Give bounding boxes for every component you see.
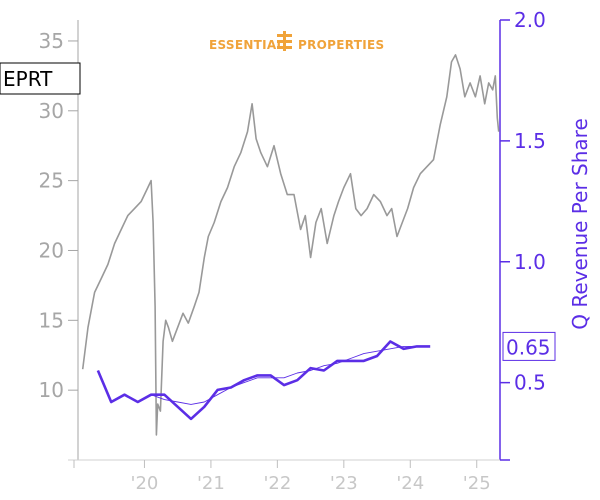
series-layer (81, 54, 500, 436)
right-tick-label: 1.5 (514, 129, 546, 153)
left-tick-label: 30 (39, 99, 64, 123)
price-line (81, 54, 500, 436)
right-axis-title: Q Revenue Per Share (568, 118, 592, 330)
revenue-line (96, 340, 431, 421)
left-tick-label: 15 (39, 308, 64, 332)
x-tick-label: '21 (197, 473, 225, 494)
x-tick-label: '24 (396, 473, 424, 494)
x-tick-label: '20 (131, 473, 159, 494)
x-tick-label: '22 (263, 473, 291, 494)
right-axis: 0.5 1.0 1.5 2.0 (499, 8, 546, 461)
right-tick-label: 2.0 (514, 8, 546, 32)
x-tick-label: '23 (330, 473, 358, 494)
left-tick-label: 20 (39, 238, 64, 262)
left-tick-label: 25 (39, 169, 64, 193)
logo-mark-icon (277, 31, 292, 51)
left-tick-label: 10 (39, 378, 64, 402)
logo: ESSENTIAL PROPERTIES (209, 31, 384, 52)
logo-left-text: ESSENTIAL (209, 38, 285, 52)
logo-right-text: PROPERTIES (298, 38, 384, 52)
left-tick-label: 35 (39, 29, 64, 53)
right-tick-label: 1.0 (514, 250, 546, 274)
last-value-label: 0.65 (506, 335, 551, 359)
x-axis: '20 '21 '22 '23 '24 '25 (68, 459, 500, 494)
ticker-box: EPRT (0, 62, 81, 95)
revenue-trend-line (150, 345, 417, 405)
ticker-label: EPRT (3, 67, 53, 91)
last-value-box: 0.65 (502, 331, 556, 361)
right-tick-label: 0.5 (514, 371, 546, 395)
x-tick-label: '25 (463, 473, 491, 494)
left-axis: 10 15 20 25 30 35 (39, 20, 79, 460)
